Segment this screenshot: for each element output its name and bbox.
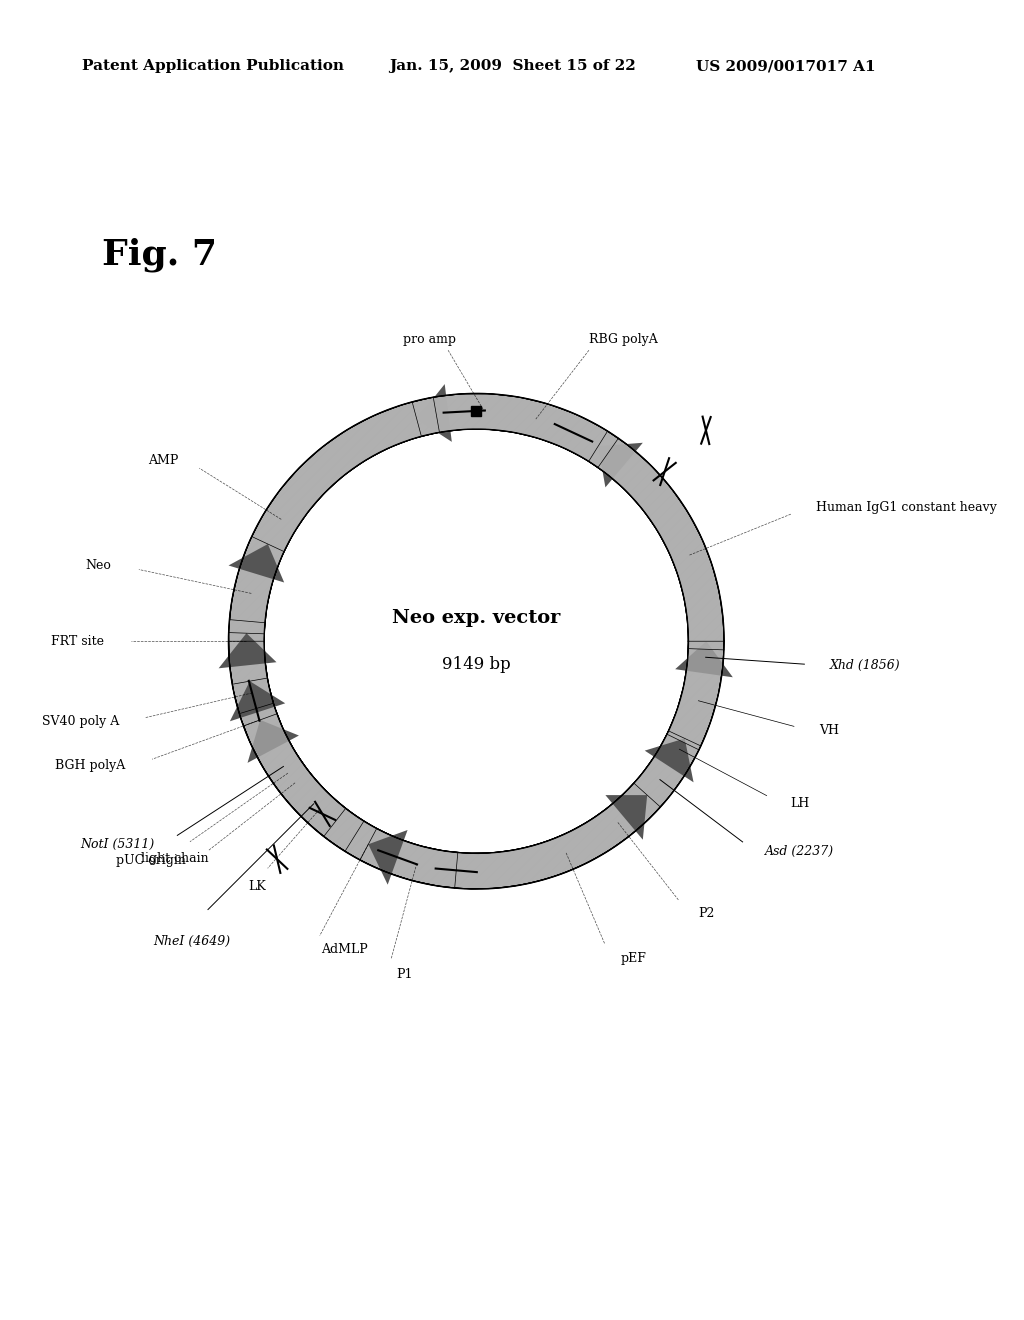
Polygon shape xyxy=(675,642,733,677)
Polygon shape xyxy=(228,393,724,888)
Polygon shape xyxy=(598,442,643,487)
Text: Neo: Neo xyxy=(86,560,112,572)
Text: P1: P1 xyxy=(396,968,413,981)
Polygon shape xyxy=(605,795,647,840)
Text: AdMLP: AdMLP xyxy=(322,944,369,957)
Polygon shape xyxy=(228,397,724,888)
Polygon shape xyxy=(417,384,452,442)
Polygon shape xyxy=(248,719,299,763)
Text: FRT site: FRT site xyxy=(50,635,103,648)
Polygon shape xyxy=(228,632,273,714)
Polygon shape xyxy=(219,634,276,668)
Text: SV40 poly A: SV40 poly A xyxy=(42,715,120,727)
Text: Fig. 7: Fig. 7 xyxy=(102,238,217,272)
Text: Xhd (1856): Xhd (1856) xyxy=(829,659,900,672)
Polygon shape xyxy=(369,830,408,884)
Polygon shape xyxy=(228,393,724,888)
Text: NheI (4649): NheI (4649) xyxy=(154,935,230,948)
Text: Asd (2237): Asd (2237) xyxy=(765,845,834,858)
Text: 9149 bp: 9149 bp xyxy=(442,656,511,673)
Text: VH: VH xyxy=(819,723,839,737)
Polygon shape xyxy=(228,393,724,888)
Text: Jan. 15, 2009  Sheet 15 of 22: Jan. 15, 2009 Sheet 15 of 22 xyxy=(389,59,636,74)
Polygon shape xyxy=(228,544,285,582)
Text: BGH polyA: BGH polyA xyxy=(55,759,126,772)
Text: Neo exp. vector: Neo exp. vector xyxy=(392,609,560,627)
Text: Patent Application Publication: Patent Application Publication xyxy=(82,59,344,74)
Text: P2: P2 xyxy=(698,907,715,920)
Text: pro amp: pro amp xyxy=(402,333,456,346)
Text: LH: LH xyxy=(791,797,810,809)
Text: LK: LK xyxy=(248,880,265,894)
Polygon shape xyxy=(229,681,286,721)
Polygon shape xyxy=(360,829,458,888)
Text: pUC origin: pUC origin xyxy=(116,854,186,867)
Polygon shape xyxy=(229,536,284,623)
Text: AMP: AMP xyxy=(147,454,178,467)
Text: US 2009/0017017 A1: US 2009/0017017 A1 xyxy=(696,59,876,74)
Polygon shape xyxy=(244,714,364,851)
Text: RBG polyA: RBG polyA xyxy=(589,333,657,346)
Polygon shape xyxy=(645,738,693,783)
Polygon shape xyxy=(232,678,346,837)
Text: NotI (5311): NotI (5311) xyxy=(80,838,155,850)
Text: light chain: light chain xyxy=(141,853,209,866)
Polygon shape xyxy=(228,393,724,888)
Text: Human IgG1 constant heavy: Human IgG1 constant heavy xyxy=(816,502,997,515)
Text: pEF: pEF xyxy=(621,952,646,965)
